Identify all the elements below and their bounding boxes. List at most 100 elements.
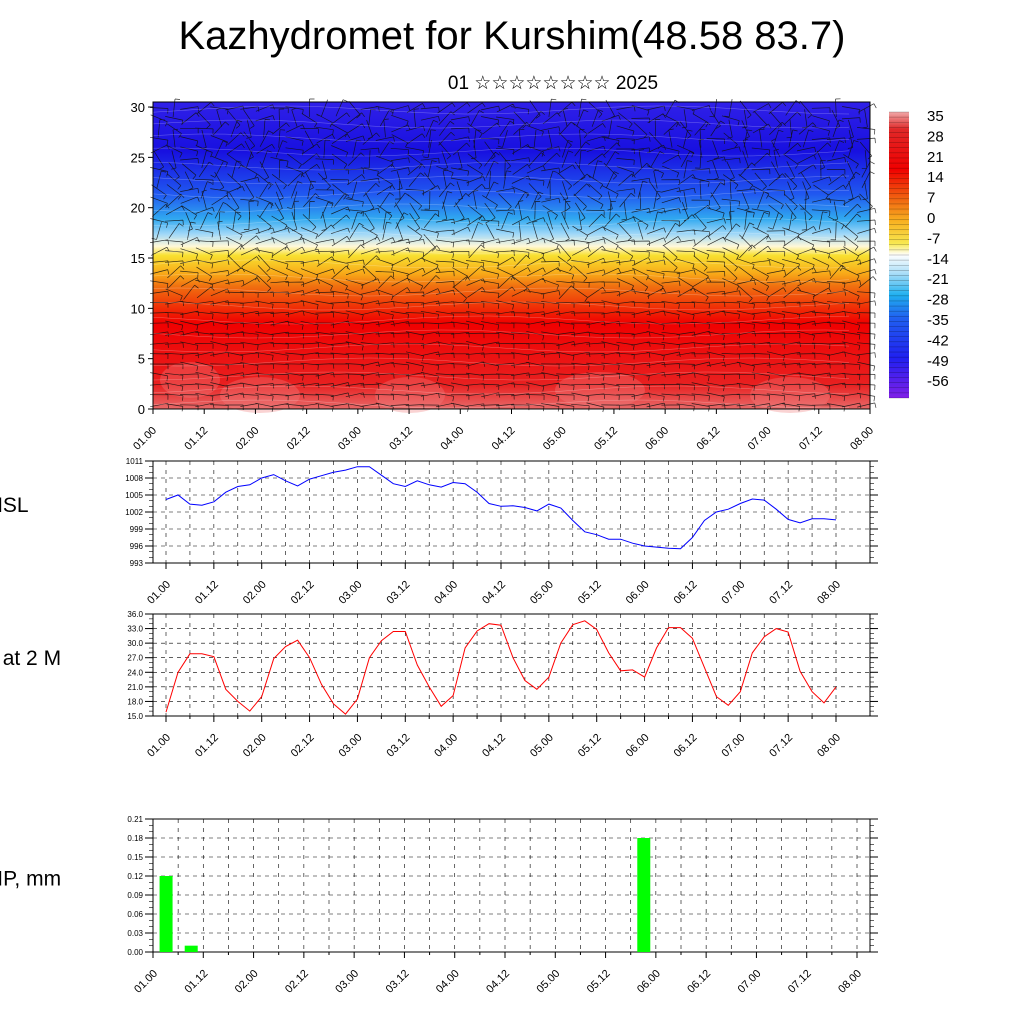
y-tick-label: 20 bbox=[131, 201, 145, 216]
colorbar-label: 14 bbox=[927, 169, 944, 186]
y-axis-title: PRECIP, mm bbox=[0, 868, 61, 891]
colorbar-label: -21 bbox=[927, 271, 949, 288]
colorbar-bands bbox=[889, 111, 909, 399]
x-tick-label: 06.00 bbox=[643, 425, 671, 453]
x-tick-label: 02.00 bbox=[233, 968, 261, 996]
chart-title: Kazhydromet for Kurshim(48.58 83.7) bbox=[178, 14, 846, 58]
chart-subtitle: 01 ☆☆☆☆☆☆☆☆ 2025 bbox=[447, 73, 659, 94]
x-tick-label: 06.12 bbox=[672, 579, 700, 607]
precip-bar bbox=[637, 838, 651, 952]
x-tick-label: 06.12 bbox=[695, 425, 723, 453]
isotherm-line bbox=[152, 203, 850, 213]
precip-bar bbox=[184, 945, 198, 952]
y-tick-label: 33.0 bbox=[127, 625, 143, 634]
colorbar-label: 21 bbox=[927, 149, 944, 166]
colorbar-label: -7 bbox=[927, 230, 940, 247]
isotherm-line bbox=[152, 343, 850, 353]
x-tick-label: 02.12 bbox=[289, 579, 317, 607]
isotherm-line bbox=[152, 357, 850, 367]
x-tick-label: 08.00 bbox=[848, 425, 876, 453]
isotherm-line bbox=[152, 385, 850, 395]
x-tick-label: 05.00 bbox=[534, 968, 562, 996]
x-tick-label: 05.12 bbox=[592, 425, 620, 453]
x-tick-label: 03.00 bbox=[337, 579, 365, 607]
y-tick-label: 10 bbox=[131, 301, 145, 316]
colorbar-label: -14 bbox=[927, 251, 949, 268]
colorbar-label: -49 bbox=[927, 353, 949, 370]
y-tick-label: 36.0 bbox=[127, 610, 143, 619]
x-tick-label: 04.12 bbox=[490, 425, 518, 453]
x-tick-label: 02.12 bbox=[285, 425, 313, 453]
warm-core bbox=[160, 362, 220, 398]
y-tick-label: 1011 bbox=[126, 457, 144, 466]
y-tick-label: 30 bbox=[131, 100, 145, 115]
y-tick-label: 1002 bbox=[125, 508, 143, 517]
x-tick-label: 04.00 bbox=[434, 968, 462, 996]
x-tick-label: 04.12 bbox=[480, 732, 508, 760]
x-tick-label: 07.12 bbox=[767, 732, 795, 760]
y-tick-label: 15 bbox=[131, 251, 145, 266]
isotherm-line bbox=[152, 119, 850, 129]
x-tick-label: 07.00 bbox=[719, 732, 747, 760]
plot-frame bbox=[152, 818, 871, 953]
temp-panel: 36.0 33.0 30.0 27.0 24.0 21.0 18.0 15.0 01.00 01.… bbox=[0, 610, 878, 760]
isotherm-line bbox=[152, 189, 850, 199]
precip-bar bbox=[159, 876, 173, 952]
y-tick-label: 993 bbox=[130, 559, 144, 568]
y-tick-label: 15.0 bbox=[127, 712, 143, 721]
x-tick-label: 02.00 bbox=[241, 732, 269, 760]
plot-frame bbox=[152, 460, 871, 564]
colorbar-label: -35 bbox=[927, 312, 949, 329]
colorbar: 35 28 21 14 7 0 -7 -14 -21 -28 -35 -42 -49 -56 bbox=[889, 108, 949, 399]
y-tick-label: 0.06 bbox=[127, 910, 143, 919]
x-tick-label: 02.12 bbox=[289, 732, 317, 760]
isotherm-line bbox=[152, 133, 850, 143]
y-tick-label: 21.0 bbox=[127, 683, 143, 692]
cross-section-panel: 0 5 10 15 20 25 30 01.00 01.12 02.00 02.12 03.00 03.… bbox=[131, 98, 877, 453]
x-tick-label: 07.00 bbox=[736, 968, 764, 996]
x-tick-label: 03.00 bbox=[337, 732, 365, 760]
x-tick-label: 03.12 bbox=[384, 968, 412, 996]
x-tick-label: 07.00 bbox=[719, 579, 747, 607]
y-tick-label: 1005 bbox=[125, 491, 143, 500]
isotherm-line bbox=[152, 231, 850, 241]
x-tick-label: 03.12 bbox=[384, 579, 412, 607]
wind-barbs bbox=[149, 98, 877, 413]
x-tick-label: 01.12 bbox=[193, 732, 221, 760]
y-tick-label: 996 bbox=[130, 542, 144, 551]
y-tick-label: 999 bbox=[130, 525, 144, 534]
x-tick-label: 02.00 bbox=[234, 425, 262, 453]
y-tick-label: 5 bbox=[138, 352, 145, 367]
x-tick-label: 05.00 bbox=[528, 579, 556, 607]
precip-panel: 0.21 0.18 0.15 0.12 0.09 0.06 0.03 0.00 01.00 01.… bbox=[0, 815, 878, 996]
y-tick-label: 27.0 bbox=[127, 654, 143, 663]
y-axis-title: TEMP at 2 M bbox=[0, 647, 61, 670]
colorbar-label: 35 bbox=[927, 108, 944, 125]
x-tick-label: 04.00 bbox=[438, 425, 466, 453]
isotherm-line bbox=[152, 147, 850, 157]
pmsl-panel: 1011 1008 1005 1002 999 996 993 01.00 01.12 02.00… bbox=[0, 457, 878, 607]
x-tick-label: 04.00 bbox=[432, 732, 460, 760]
isotherm-line bbox=[152, 105, 850, 115]
x-tick-label: 04.12 bbox=[484, 968, 512, 996]
warm-core bbox=[220, 377, 300, 413]
colorbar-label: -56 bbox=[927, 373, 949, 390]
colorbar-label: -42 bbox=[927, 332, 949, 349]
isotherm-line bbox=[152, 287, 850, 297]
x-tick-label: 05.12 bbox=[576, 579, 604, 607]
y-tick-label: 0.00 bbox=[127, 948, 143, 957]
y-tick-label: 0.21 bbox=[127, 815, 143, 824]
y-tick-label: 0.03 bbox=[127, 929, 143, 938]
colorbar-label: 28 bbox=[927, 128, 944, 145]
y-tick-label: 0.18 bbox=[127, 834, 143, 843]
warm-core bbox=[555, 372, 645, 408]
x-tick-label: 01.12 bbox=[182, 425, 210, 453]
x-tick-label: 05.12 bbox=[576, 732, 604, 760]
x-tick-label: 08.00 bbox=[815, 579, 843, 607]
temp-series-line bbox=[165, 620, 837, 715]
x-tick-label: 06.00 bbox=[635, 968, 663, 996]
isotherm-line bbox=[152, 175, 850, 185]
y-tick-label: 24.0 bbox=[127, 668, 143, 677]
y-tick-label: 25 bbox=[131, 150, 145, 165]
